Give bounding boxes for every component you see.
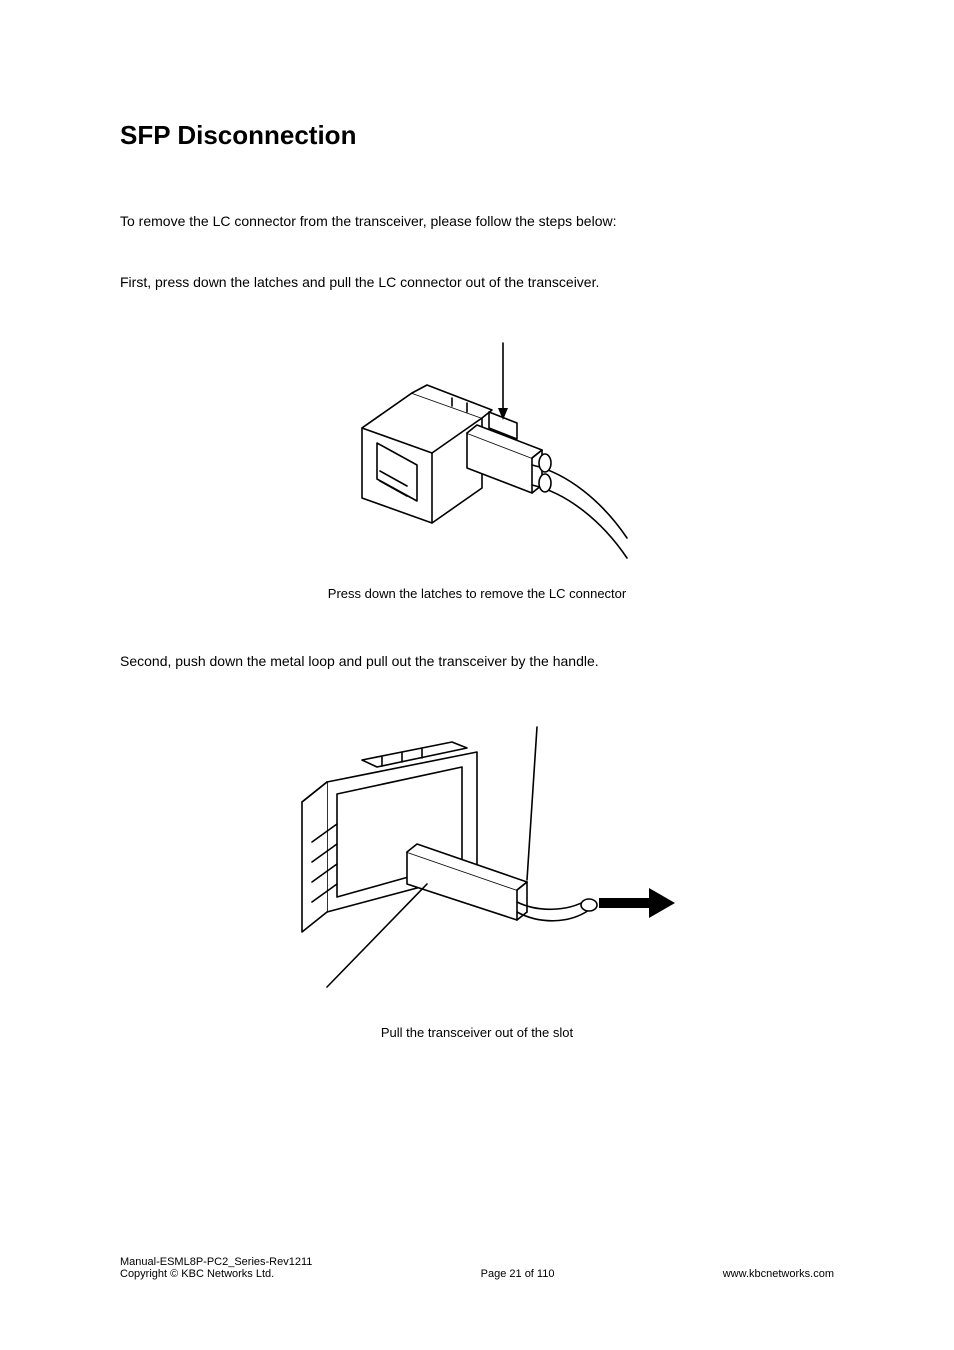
footer-url: www.kbcnetworks.com — [723, 1268, 834, 1280]
figure-2: Pull the transceiver out of the slot — [120, 712, 834, 1040]
footer-left: Manual-ESML8P-PC2_Series-Rev1211 Copyrig… — [120, 1256, 312, 1280]
page-title: SFP Disconnection — [120, 120, 834, 151]
intro-paragraph: To remove the LC connector from the tran… — [120, 211, 834, 232]
footer-copyright: Copyright © KBC Networks Ltd. — [120, 1268, 312, 1280]
document-page: SFP Disconnection To remove the LC conne… — [0, 0, 954, 1350]
step-2-text: Second, push down the metal loop and pul… — [120, 651, 834, 672]
step-1-text: First, press down the latches and pull t… — [120, 272, 834, 293]
footer-doc-id: Manual-ESML8P-PC2_Series-Rev1211 — [120, 1256, 312, 1268]
figure-2-svg — [267, 712, 687, 1012]
figure-1-caption: Press down the latches to remove the LC … — [120, 586, 834, 601]
page-footer: Manual-ESML8P-PC2_Series-Rev1211 Copyrig… — [120, 1256, 834, 1280]
figure-1: Press down the latches to remove the LC … — [120, 333, 834, 601]
footer-page-number: Page 21 of 110 — [312, 1268, 722, 1280]
figure-2-caption: Pull the transceiver out of the slot — [120, 1025, 834, 1040]
figure-1-svg — [317, 333, 637, 573]
